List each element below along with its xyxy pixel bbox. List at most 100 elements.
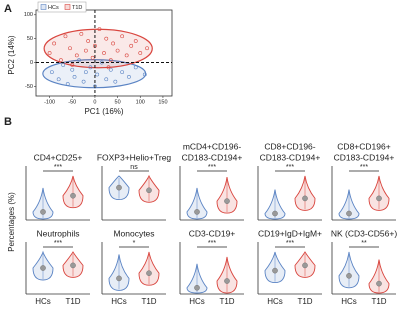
median-point [146, 270, 152, 277]
panel-title: CD183-CD194+ [334, 152, 395, 162]
point [104, 36, 109, 41]
panel-title: CD3-CD19+ [189, 228, 236, 238]
panel-title: NK (CD3-CD56+) [331, 228, 398, 238]
legend-box [37, 1, 87, 13]
point [65, 82, 70, 86]
point [133, 39, 138, 43]
legend-label: HCs [48, 5, 59, 11]
panel-title: CD183-CD194+ [182, 152, 243, 162]
significance-label: * [133, 240, 136, 247]
x-tick-label: T1D [141, 297, 156, 306]
y-tick-label: 100 [24, 12, 33, 18]
x-tick-label: T1D [219, 297, 234, 306]
point [115, 48, 120, 53]
point [81, 79, 86, 84]
median-point [40, 209, 46, 215]
point [70, 63, 75, 67]
point [133, 65, 138, 70]
median-point [40, 265, 46, 271]
significance-label: *** [54, 240, 62, 247]
x-tick-label: HCs [267, 297, 283, 306]
panel-title: CD19+IgD+IgM+ [258, 228, 322, 238]
point [88, 65, 93, 70]
point [108, 67, 113, 72]
point [59, 58, 63, 63]
point [47, 51, 52, 55]
point [90, 55, 95, 60]
point [72, 74, 77, 79]
significance-label: ** [361, 240, 367, 247]
point [113, 79, 118, 84]
panel-title: FOXP3+Helio+Treg [97, 152, 172, 162]
point [102, 51, 106, 55]
median-point [346, 272, 352, 279]
point [120, 70, 125, 75]
panel-label: A [4, 3, 12, 15]
panel-title: CD183-CD194+ [260, 152, 321, 162]
significance-label: *** [286, 164, 294, 171]
panel-title: Neutrophils [37, 228, 80, 238]
median-point [116, 275, 122, 282]
point [56, 77, 61, 82]
median-point [70, 262, 76, 269]
median-point [302, 195, 308, 202]
plot-frame [35, 9, 173, 97]
panel-title: CD8+CD196- [264, 141, 315, 151]
x-tick-label: HCs [111, 297, 127, 306]
point [83, 48, 88, 53]
x-tick-label: 50 [115, 99, 121, 105]
median-point [272, 210, 278, 217]
y-axis-label: PC2 (14%) [7, 35, 16, 74]
median-point [302, 262, 308, 269]
significance-label: ns [130, 164, 138, 171]
significance-label: *** [54, 164, 62, 171]
point [61, 63, 66, 67]
median-point [194, 209, 200, 215]
median-point [376, 280, 382, 287]
point [120, 34, 125, 39]
point [95, 72, 100, 77]
point [104, 77, 109, 82]
x-tick-label: T1D [297, 297, 312, 306]
x-tick-label: T1D [65, 297, 80, 306]
point [108, 58, 113, 63]
point [142, 72, 147, 77]
point [83, 70, 88, 75]
x-tick-label: 150 [158, 99, 167, 105]
point [79, 31, 84, 36]
y-tick-label: 0 [30, 60, 33, 66]
panel-title: mCD4+CD196- [183, 141, 242, 151]
legend-swatch [64, 4, 71, 10]
point [93, 84, 97, 89]
significance-label: *** [286, 240, 294, 247]
x-tick-label: HCs [341, 297, 357, 306]
point [63, 34, 68, 39]
point [74, 53, 79, 58]
panel-title: CD8+CD196+ [337, 141, 390, 151]
median-point [116, 184, 122, 191]
point [124, 53, 129, 58]
point [97, 27, 102, 32]
point [49, 70, 54, 75]
median-point [224, 198, 230, 204]
x-tick-label: -100 [44, 99, 55, 105]
point [70, 67, 75, 72]
significance-label: *** [208, 240, 216, 247]
y-tick-label: -50 [25, 84, 33, 90]
significance-label: *** [208, 164, 216, 171]
median-point [376, 195, 382, 202]
x-tick-label: HCs [189, 297, 205, 306]
panel-title: CD4+CD25+ [34, 152, 83, 162]
median-point [146, 187, 152, 194]
y-tick-label: 50 [27, 36, 33, 42]
median-point [224, 278, 230, 284]
x-axis-label: PC1 (16%) [84, 107, 123, 116]
x-tick-label: 100 [136, 99, 145, 105]
significance-label: *** [360, 164, 368, 171]
point [52, 41, 57, 46]
confidence-ellipse [43, 28, 153, 69]
median-point [70, 192, 76, 199]
panel-title: Monocytes [113, 228, 154, 238]
x-tick-label: 0 [93, 99, 96, 105]
